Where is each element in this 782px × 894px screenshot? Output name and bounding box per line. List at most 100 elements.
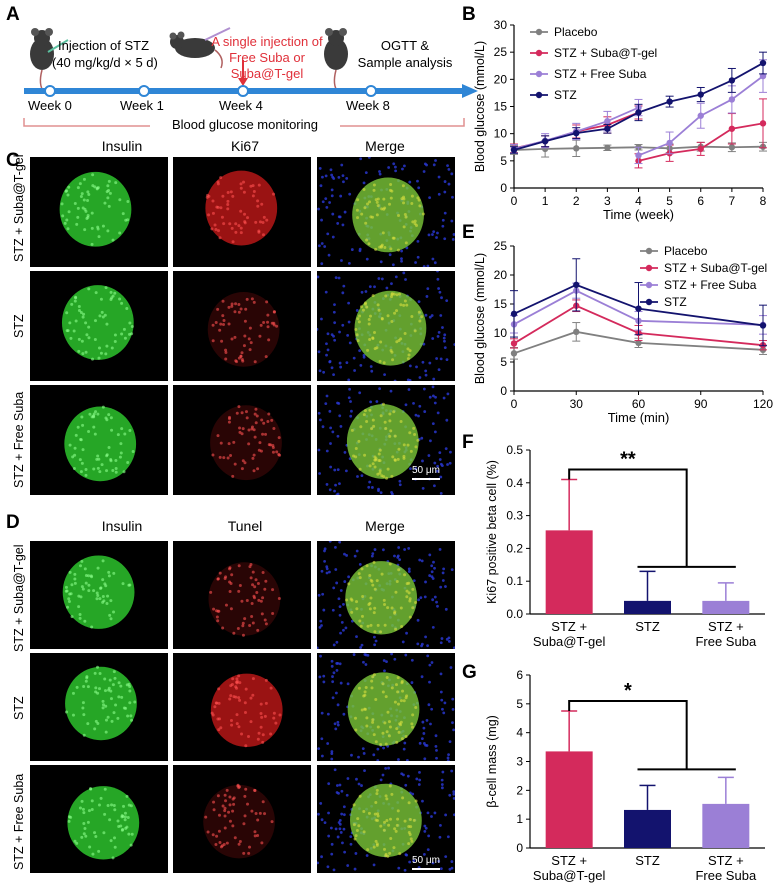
cell-speckle (224, 799, 228, 803)
cell-speckle (244, 410, 248, 414)
cell-speckle (102, 703, 106, 707)
cell-speckle (212, 808, 216, 812)
cell-speckle (242, 851, 246, 855)
nucleus-dot (330, 333, 334, 337)
cell-speckle (223, 793, 227, 797)
nucleus-dot (338, 541, 342, 544)
nucleus-dot (409, 467, 412, 471)
cell-speckle (358, 467, 362, 471)
cell-speckle (232, 802, 236, 806)
cell-speckle (80, 192, 84, 196)
nucleus-dot (416, 239, 420, 243)
nucleus-dot (450, 172, 454, 176)
nucleus-dot (332, 177, 336, 180)
cell-speckle (212, 607, 216, 611)
cell-speckle (239, 307, 243, 311)
nucleus-dot (427, 454, 431, 457)
cell-speckle (409, 837, 413, 841)
cell-speckle (356, 317, 360, 321)
cell-speckle (119, 442, 123, 446)
gridC-micrograph-r2-c0 (30, 385, 168, 495)
cell-speckle (248, 565, 252, 569)
cell-speckle (237, 310, 241, 314)
nucleus-dot (433, 401, 437, 405)
nucleus-dot (333, 489, 336, 493)
legend-marker (535, 49, 543, 57)
gridD-micrograph-r2-c0 (30, 765, 168, 873)
cell-speckle (81, 807, 85, 811)
cell-speckle (127, 832, 131, 836)
cell-speckle (87, 287, 91, 291)
cell-speckle (244, 307, 248, 311)
cell-speckle (100, 463, 104, 467)
cell-speckle (243, 814, 247, 818)
data-point (728, 144, 736, 151)
cell-speckle (393, 458, 397, 462)
nucleus-dot (346, 333, 350, 337)
nucleus-dot (355, 549, 359, 553)
cell-speckle (79, 310, 83, 314)
cell-speckle (372, 845, 376, 849)
nucleus-dot (361, 747, 365, 750)
nucleus-dot (408, 180, 412, 184)
gridC-micrograph-r0-c0 (30, 157, 168, 267)
cell-speckle (386, 467, 390, 471)
y-tick-label: 0.2 (506, 541, 523, 555)
nucleus-dot (325, 394, 329, 398)
cell-speckle (389, 817, 393, 821)
cell-speckle (376, 303, 380, 307)
nucleus-dot (318, 369, 322, 373)
cell-speckle (403, 299, 407, 303)
nucleus-dot (334, 691, 338, 695)
nucleus-dot (439, 314, 443, 317)
cell-speckle (395, 293, 399, 297)
nucleus-dot (335, 668, 339, 672)
cell-speckle (370, 427, 374, 431)
cell-speckle (375, 843, 379, 847)
cell-speckle (251, 693, 255, 697)
mouse-icon (324, 28, 348, 93)
cell-speckle (361, 308, 365, 312)
cell-speckle (368, 573, 372, 577)
nucleus-dot (412, 859, 416, 863)
cell-speckle (109, 689, 113, 693)
nucleus-dot (358, 391, 362, 395)
nucleus-dot (400, 772, 404, 776)
cell-speckle (78, 806, 82, 810)
cell-speckle (394, 590, 398, 594)
data-point (510, 146, 518, 154)
cell-speckle (87, 430, 91, 434)
nucleus-dot (328, 201, 331, 204)
cell-speckle (377, 308, 381, 312)
nucleus-dot (341, 323, 345, 327)
cell-speckle (225, 788, 229, 792)
nucleus-dot (334, 727, 338, 731)
cell-speckle (114, 467, 118, 471)
nucleus-dot (434, 395, 437, 399)
cell-speckle (388, 725, 392, 729)
cell-speckle (354, 328, 358, 332)
cell-speckle (111, 238, 115, 242)
data-point (759, 322, 767, 329)
cell-speckle (214, 228, 218, 232)
cell-speckle (63, 221, 67, 225)
cell-speckle (106, 184, 110, 188)
data-point (759, 72, 767, 80)
cell-speckle (107, 570, 111, 574)
cell-speckle (119, 684, 123, 688)
cell-speckle (111, 683, 115, 687)
cell-speckle (372, 330, 376, 334)
y-tick-label: 20 (494, 268, 508, 282)
cell-speckle (105, 453, 109, 457)
y-tick-label: 15 (494, 100, 508, 114)
cell-speckle (277, 436, 281, 440)
cell-speckle (74, 295, 78, 299)
x-tick-label: 90 (694, 397, 708, 411)
cell-speckle (245, 297, 249, 301)
nucleus-dot (331, 696, 335, 700)
series-line (513, 289, 764, 326)
nucleus-dot (415, 777, 419, 781)
cell-speckle (244, 744, 248, 748)
cell-speckle (387, 720, 391, 724)
nucleus-dot (333, 338, 337, 342)
